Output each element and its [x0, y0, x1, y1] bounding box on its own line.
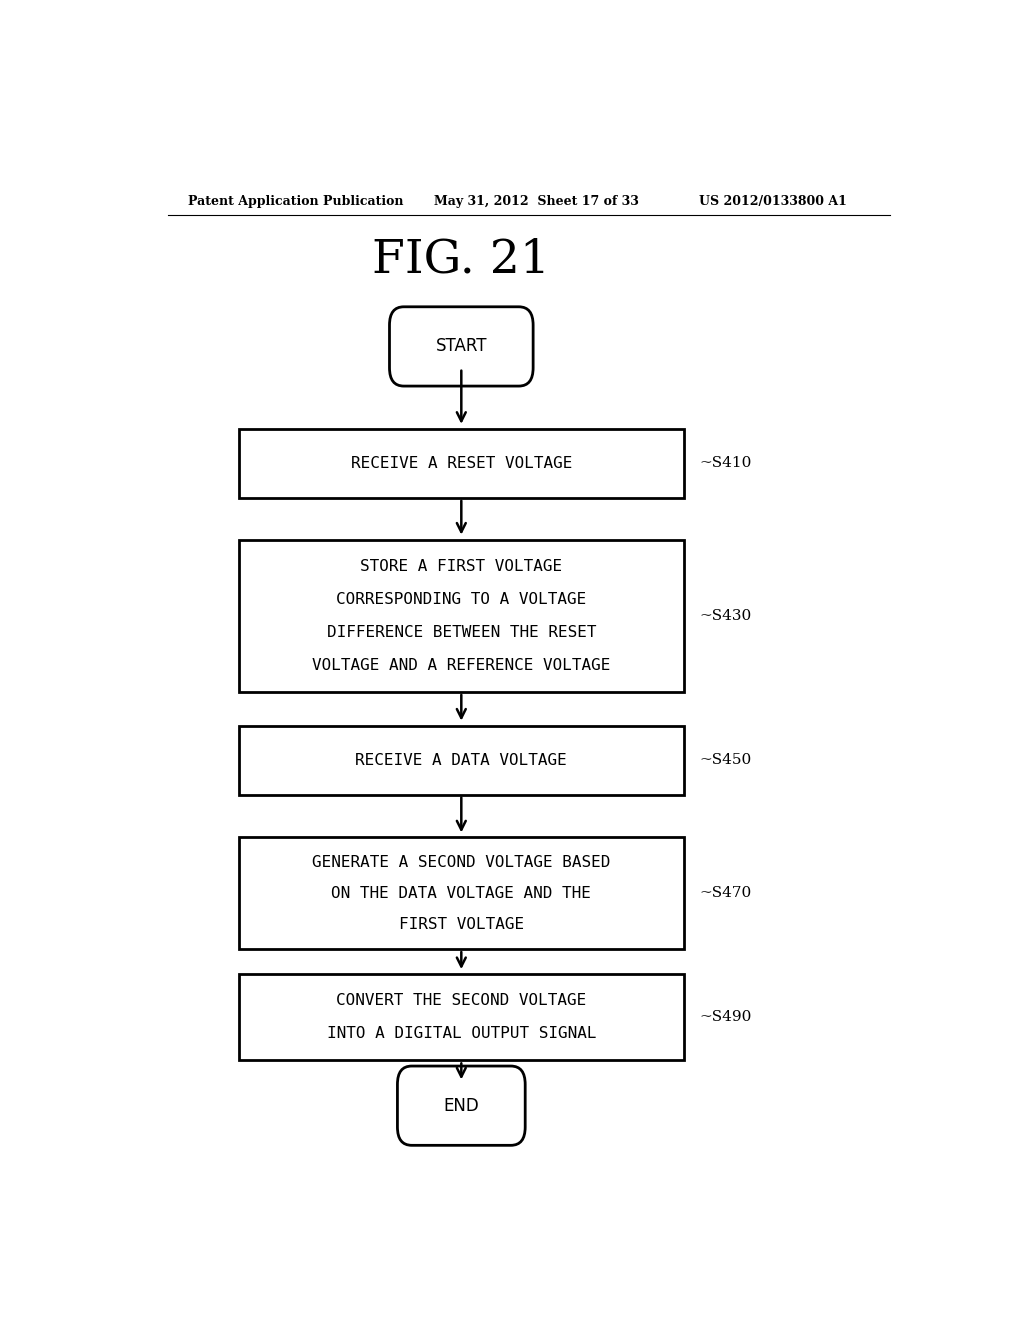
- FancyBboxPatch shape: [239, 974, 684, 1060]
- FancyBboxPatch shape: [239, 726, 684, 795]
- Text: ~S450: ~S450: [699, 754, 752, 767]
- Text: END: END: [443, 1097, 479, 1114]
- Text: Patent Application Publication: Patent Application Publication: [187, 194, 403, 207]
- Text: GENERATE A SECOND VOLTAGE BASED: GENERATE A SECOND VOLTAGE BASED: [312, 855, 610, 870]
- Text: ~S430: ~S430: [699, 609, 752, 623]
- Text: DIFFERENCE BETWEEN THE RESET: DIFFERENCE BETWEEN THE RESET: [327, 624, 596, 640]
- Text: RECEIVE A RESET VOLTAGE: RECEIVE A RESET VOLTAGE: [350, 455, 572, 471]
- FancyBboxPatch shape: [397, 1067, 525, 1146]
- FancyBboxPatch shape: [239, 837, 684, 949]
- Text: ON THE DATA VOLTAGE AND THE: ON THE DATA VOLTAGE AND THE: [332, 886, 591, 900]
- FancyBboxPatch shape: [239, 429, 684, 498]
- Text: ~S490: ~S490: [699, 1010, 752, 1024]
- Text: May 31, 2012  Sheet 17 of 33: May 31, 2012 Sheet 17 of 33: [433, 194, 638, 207]
- Text: ~S470: ~S470: [699, 886, 752, 900]
- Text: US 2012/0133800 A1: US 2012/0133800 A1: [699, 194, 847, 207]
- Text: FIRST VOLTAGE: FIRST VOLTAGE: [398, 917, 524, 932]
- Text: FIG. 21: FIG. 21: [373, 238, 550, 282]
- Text: START: START: [435, 338, 487, 355]
- FancyBboxPatch shape: [389, 306, 534, 385]
- Text: RECEIVE A DATA VOLTAGE: RECEIVE A DATA VOLTAGE: [355, 752, 567, 768]
- Text: VOLTAGE AND A REFERENCE VOLTAGE: VOLTAGE AND A REFERENCE VOLTAGE: [312, 657, 610, 673]
- Text: CORRESPONDING TO A VOLTAGE: CORRESPONDING TO A VOLTAGE: [336, 591, 587, 607]
- Text: STORE A FIRST VOLTAGE: STORE A FIRST VOLTAGE: [360, 558, 562, 574]
- Text: ~S410: ~S410: [699, 457, 752, 470]
- FancyBboxPatch shape: [239, 540, 684, 692]
- Text: CONVERT THE SECOND VOLTAGE: CONVERT THE SECOND VOLTAGE: [336, 993, 587, 1008]
- Text: INTO A DIGITAL OUTPUT SIGNAL: INTO A DIGITAL OUTPUT SIGNAL: [327, 1027, 596, 1041]
